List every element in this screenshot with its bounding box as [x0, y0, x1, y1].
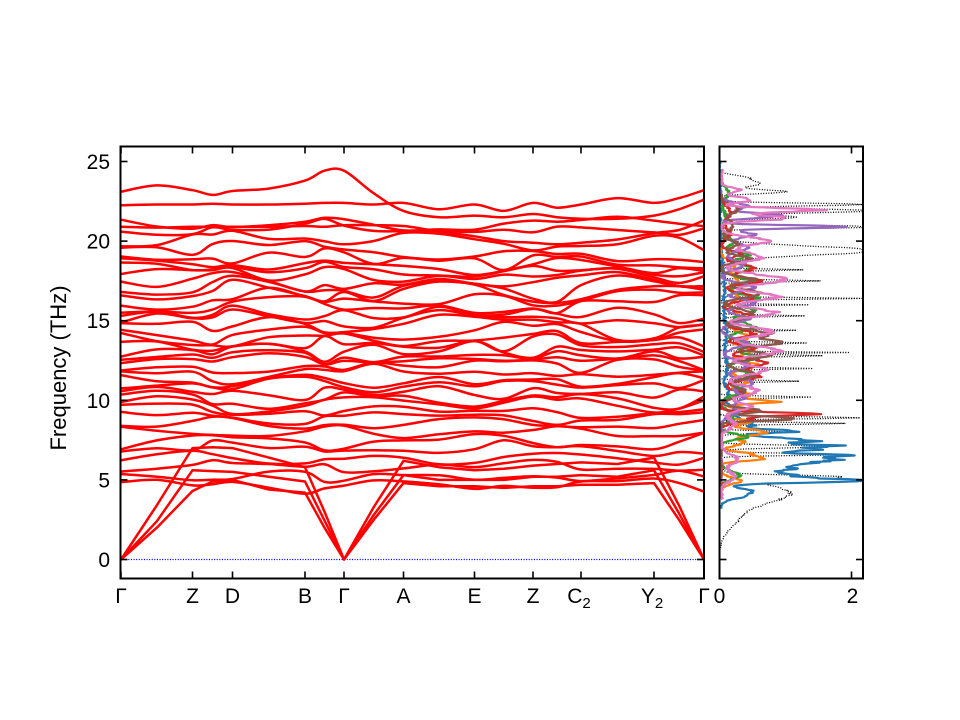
svg-text:Γ: Γ — [338, 585, 350, 608]
svg-text:20: 20 — [87, 231, 110, 254]
svg-text:Γ: Γ — [698, 585, 710, 608]
svg-text:D: D — [225, 585, 240, 608]
svg-text:2: 2 — [847, 585, 859, 608]
svg-text:Z: Z — [186, 585, 199, 608]
svg-text:0: 0 — [714, 585, 726, 608]
svg-text:25: 25 — [87, 151, 110, 174]
svg-text:Γ: Γ — [115, 585, 127, 608]
svg-text:5: 5 — [98, 469, 110, 492]
svg-text:15: 15 — [87, 310, 110, 333]
svg-text:B: B — [298, 585, 312, 608]
svg-text:Z: Z — [527, 585, 540, 608]
svg-text:10: 10 — [87, 390, 110, 413]
svg-text:Frequency (THz): Frequency (THz) — [46, 285, 71, 450]
svg-text:E: E — [467, 585, 481, 608]
svg-text:A: A — [396, 585, 410, 608]
svg-text:0: 0 — [98, 549, 110, 572]
